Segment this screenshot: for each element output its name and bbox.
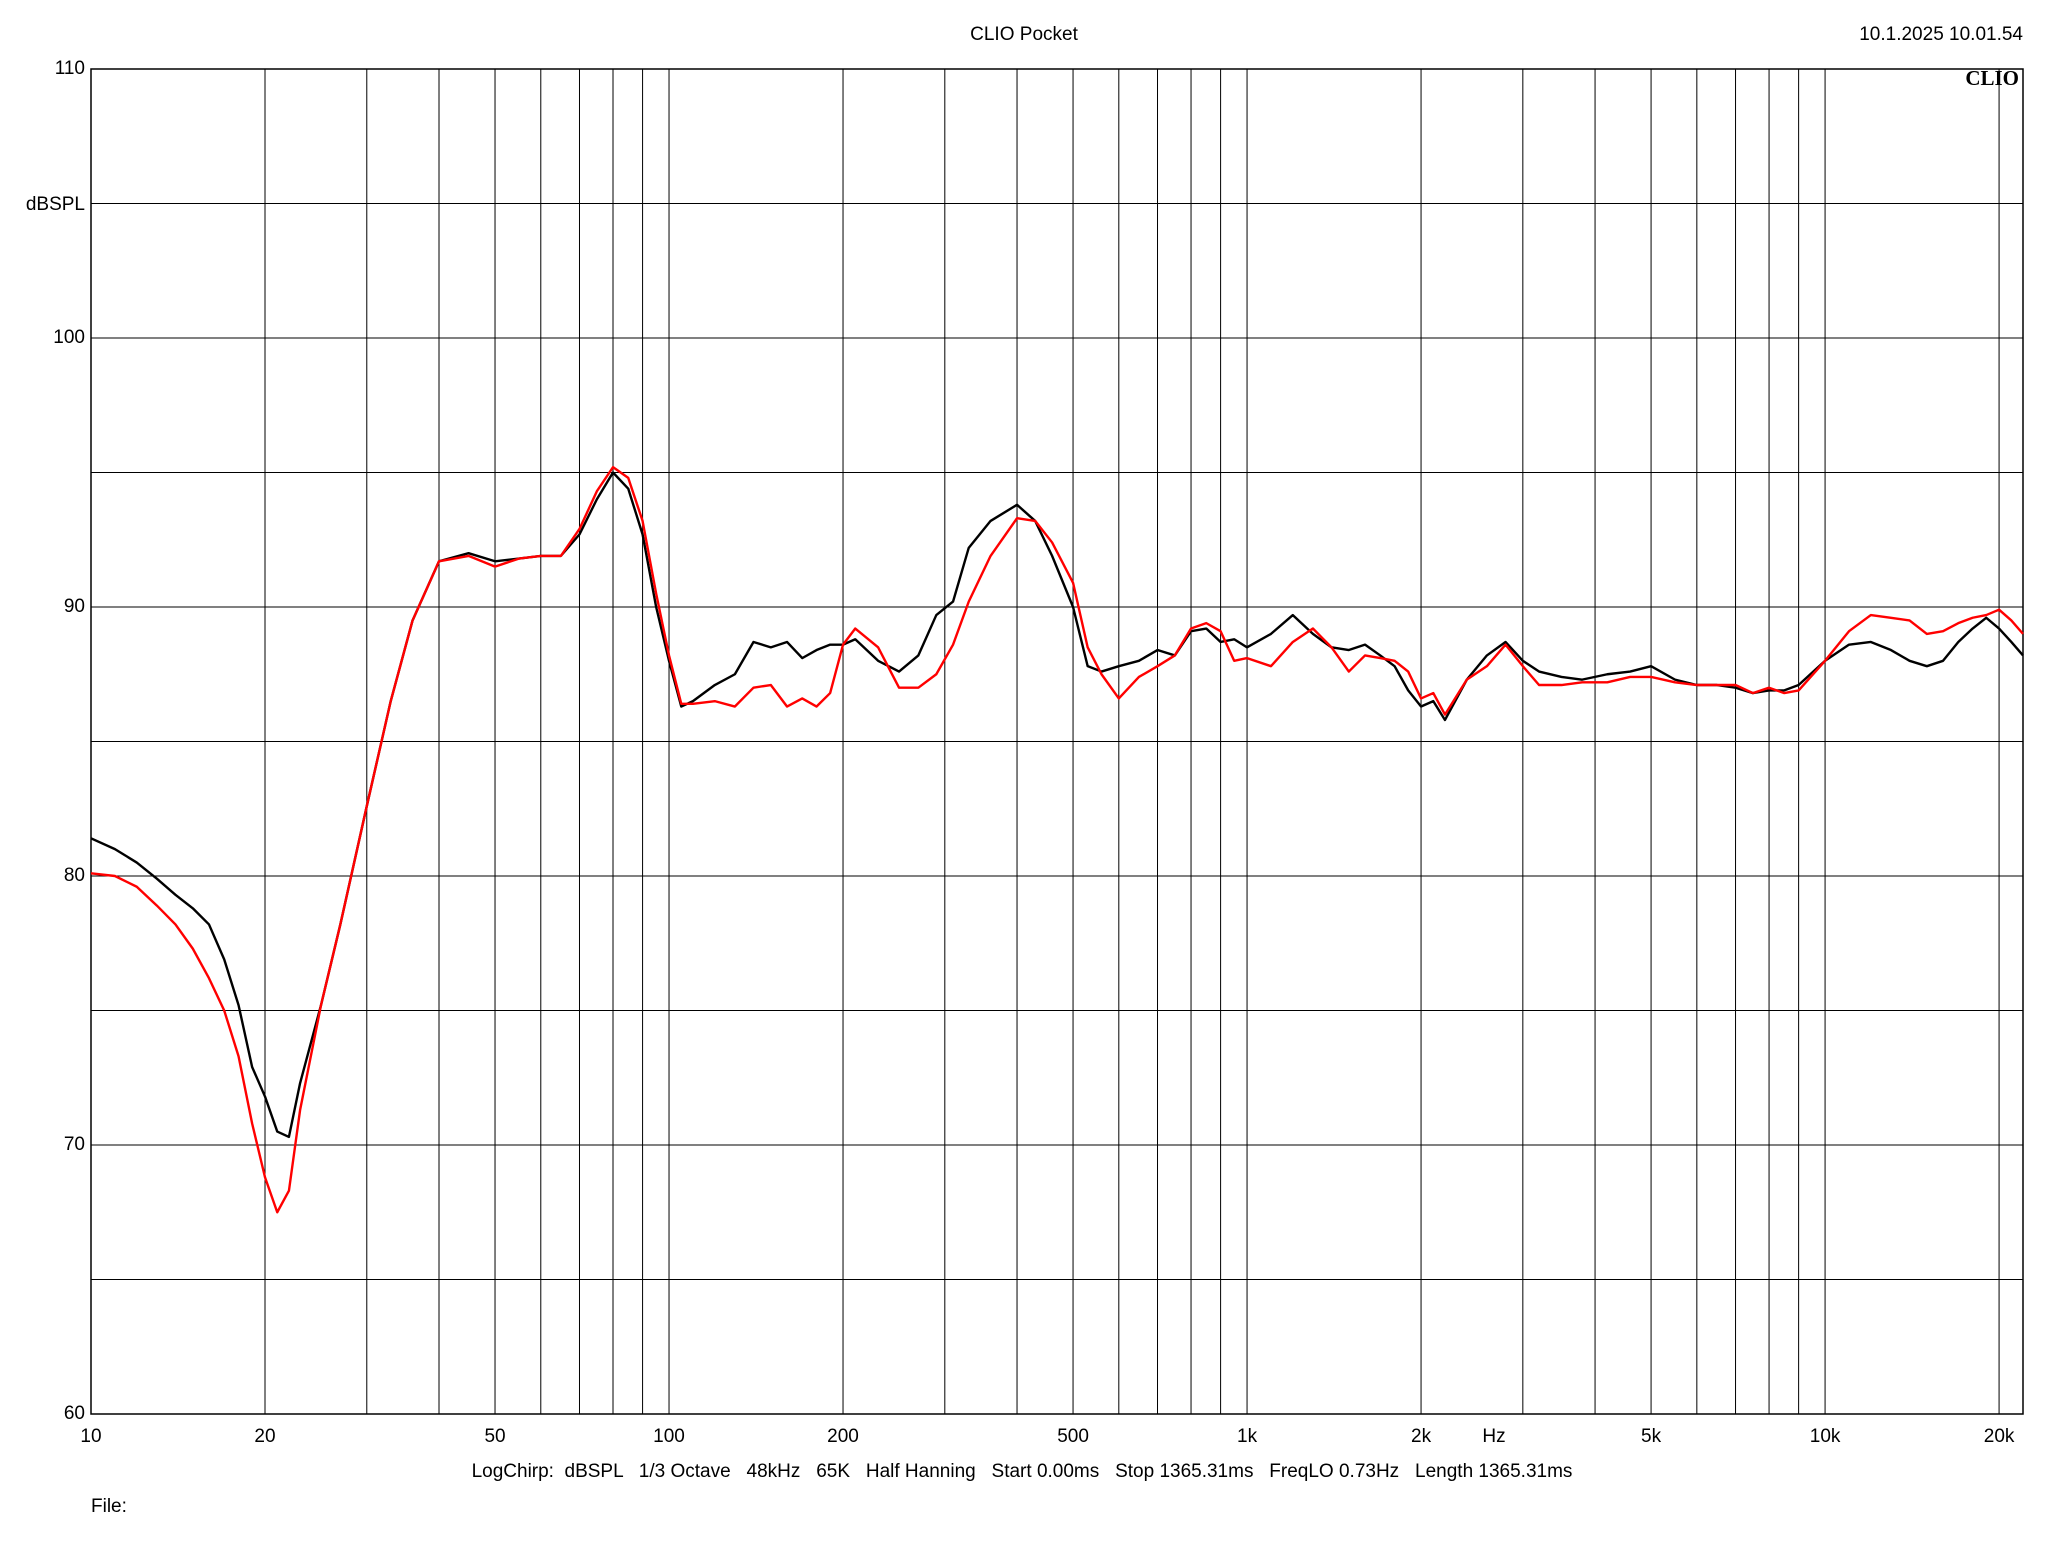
y-tick-label: 110: [55, 58, 85, 79]
settings-line: LogChirp: dBSPL 1/3 Octave 48kHz 65K Hal…: [472, 1461, 1573, 1482]
response-line: [90, 471, 2024, 1139]
x-tick-label: 20k: [1984, 1426, 2015, 1447]
x-tick-label: 200: [827, 1426, 859, 1447]
x-axis-label: Hz: [1482, 1426, 1505, 1447]
x-tick-label: 500: [1057, 1426, 1089, 1447]
chart-title: CLIO Pocket: [970, 24, 1078, 45]
x-tick-label: 2k: [1411, 1426, 1432, 1447]
y-tick-label: 90: [64, 596, 85, 617]
x-tick-label: 10k: [1810, 1426, 1841, 1447]
y-tick-label: 100: [53, 327, 85, 348]
y-axis-label: dBSPL: [26, 194, 85, 215]
y-tick-label: 80: [64, 865, 85, 886]
y-tick-label: 60: [64, 1403, 85, 1424]
x-tick-label: 50: [484, 1426, 505, 1447]
x-tick-label: 100: [653, 1426, 685, 1447]
plot-frame: [90, 68, 2024, 1415]
x-tick-label: 10: [80, 1426, 101, 1447]
x-tick-label: 1k: [1237, 1426, 1258, 1447]
file-label: File:: [91, 1496, 127, 1517]
response-line: [90, 465, 2024, 1214]
logo: CLIO: [1965, 66, 2019, 90]
x-tick-label: 20: [254, 1426, 275, 1447]
y-tick-label: 70: [64, 1134, 85, 1155]
timestamp: 10.1.2025 10.01.54: [1859, 24, 2023, 45]
x-tick-label: 5k: [1641, 1426, 1662, 1447]
